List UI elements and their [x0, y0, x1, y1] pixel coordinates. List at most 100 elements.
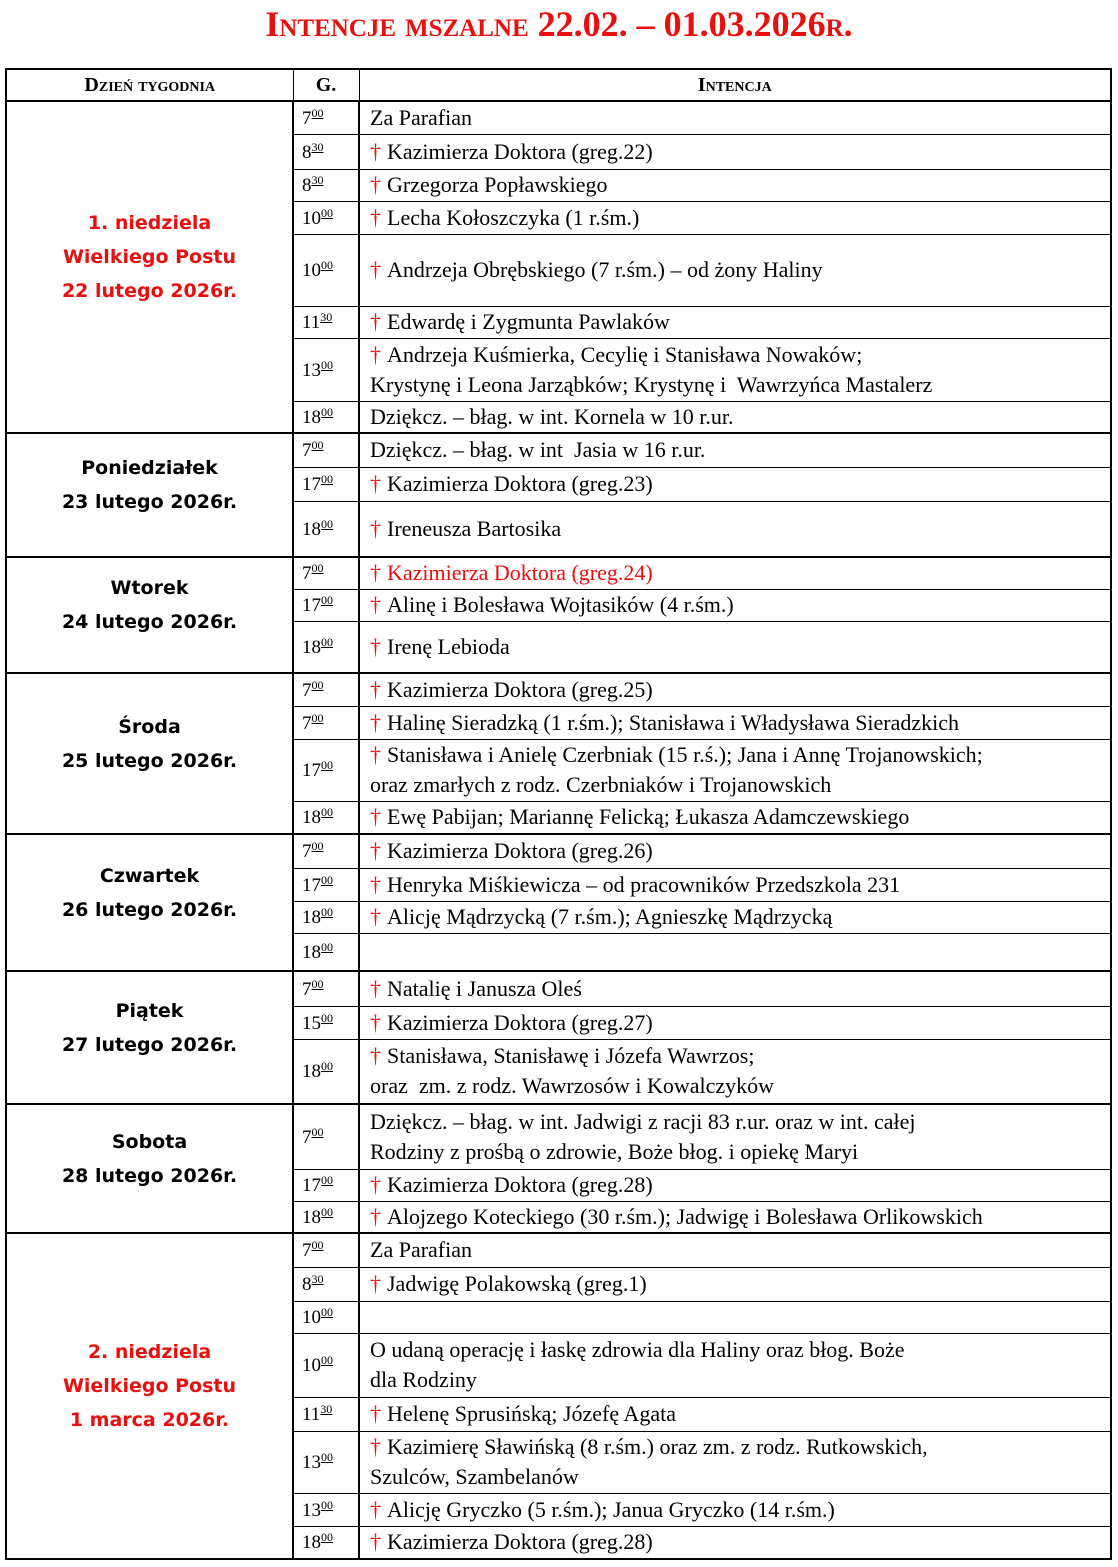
time-cell: 830	[292, 168, 360, 202]
intention-text: Dziękcz. – błag. w int. Kornela w 10 r.u…	[370, 403, 734, 429]
cross: †	[370, 204, 381, 230]
cross: †	[370, 1009, 381, 1035]
hour: 7	[302, 1240, 312, 1262]
hour: 18	[302, 907, 321, 928]
cross: †	[370, 1529, 381, 1555]
time-cell: 1300	[292, 337, 360, 402]
intention-cell: † Grzegorza Popławskiego	[358, 168, 1112, 202]
time-cell: 1000	[292, 1300, 360, 1334]
time-cell: 1800	[292, 1525, 360, 1560]
minutes: 00	[321, 258, 333, 272]
time-cell: 1700	[292, 1168, 360, 1202]
hour: 13	[302, 1452, 321, 1473]
intention-cell: † Natalię i Janusza Oleś	[358, 970, 1112, 1007]
day-label: 22 lutego 2026r.	[61, 280, 238, 302]
header-intention: Intencja	[358, 68, 1112, 102]
time-cell: 1800	[292, 1038, 360, 1105]
hour: 7	[302, 440, 312, 462]
mass-row: 1700 † Alinę i Bolesława Wojtasików (4 r.ś…	[6, 588, 1112, 622]
intention-text: Szulców, Szambelanów	[370, 1464, 579, 1489]
intention-line: † Alojzego Koteckiego (30 r.śm.); Jadwigę…	[370, 1202, 1110, 1232]
cross: †	[370, 633, 381, 659]
mass-row: Środa 25 lutego 2026r. 700 † Kazimierza Dokt…	[5, 672, 1112, 835]
intention-line: dla Rodziny	[370, 1365, 1110, 1395]
intention-text: Kazimierza Doktora (greg.23)	[387, 471, 653, 496]
day-label: Piątek	[115, 999, 184, 1022]
minutes: 00	[311, 1124, 324, 1139]
time-cell: 700	[292, 1103, 360, 1170]
intention-line: † Kazimierza Doktora (greg.22)	[370, 137, 1110, 167]
time-cell: 1500	[292, 1005, 360, 1040]
intention-line: † Andrzeja Obrębskiego (7 r.śm.) – od żon…	[370, 255, 1110, 285]
intention-line: Za Parafian	[370, 103, 1110, 133]
hour: 10	[302, 1307, 321, 1328]
intention-line: † Ewę Pabijan; Mariannę Felicką; Łukasza …	[370, 802, 1110, 832]
hour: 10	[302, 260, 321, 281]
mass-row: Sobota 28 lutego 2026r. 700 Dziękcz. – błag…	[5, 1103, 1112, 1234]
minutes: 00	[321, 634, 333, 649]
cross: †	[370, 1271, 381, 1296]
hour: 18	[302, 518, 321, 540]
hour: 18	[302, 1061, 321, 1083]
intention-line: † Alicję Mądrzycką (7 r.śm.); Agnieszkę M…	[370, 902, 1110, 932]
day-cell: Czwartek 26 lutego 2026r.	[5, 833, 294, 972]
intention-cell: † Halinę Sieradzką (1 r.śm.); Stanisława …	[358, 705, 1112, 740]
hour: 7	[302, 712, 312, 734]
intention-text: Halinę Sieradzką (1 r.śm.); Stanisława i…	[387, 709, 960, 735]
minutes: 00	[311, 677, 324, 692]
time-cell: 1000	[292, 200, 360, 235]
time-cell: 700	[292, 705, 360, 740]
intention-cell: † Kazimierę Sławińską (8 r.śm.) oraz zm. …	[358, 1430, 1112, 1494]
header-row: Dzień tygodnia G. Intencja	[5, 68, 1112, 102]
intention-cell: † Kazimierza Doktora (greg.23)	[358, 466, 1112, 502]
cross: †	[370, 172, 381, 197]
intention-text: Kazimierza Doktora (greg.28)	[387, 1529, 653, 1555]
intention-text: Henryka Miśkiewicza – od pracowników Prz…	[387, 871, 901, 897]
intention-text: Andrzeja Obrębskiego (7 r.śm.) – od żony…	[387, 257, 823, 282]
intention-text: dla Rodziny	[370, 1367, 477, 1392]
intention-cell: † Kazimierza Doktora (greg.25)	[358, 672, 1112, 707]
intention-cell	[358, 932, 1112, 972]
day-label: Wielkiego Postu	[62, 246, 237, 268]
minutes: 00	[311, 1238, 324, 1253]
intention-cell: † Alicję Gryczko (5 r.śm.); Janua Gryczko…	[358, 1492, 1112, 1527]
time-cell: 1300	[292, 1492, 360, 1527]
day-cell: Środa 25 lutego 2026r.	[5, 672, 294, 835]
mass-row: 830 † Kazimierza Doktora (greg.22)	[6, 133, 1112, 170]
cross: †	[370, 804, 381, 830]
mass-row: 1800 † Irenę Lebioda	[6, 620, 1112, 674]
intention-line: oraz zmarłych z rodz. Czerbniaków i Troj…	[370, 770, 1110, 800]
mass-row: 1500 † Kazimierza Doktora (greg.27)	[6, 1005, 1112, 1040]
cross: †	[370, 471, 381, 496]
intention-text: Za Parafian	[370, 104, 472, 130]
intention-text: Natalię i Janusza Oleś	[387, 975, 582, 1001]
mass-row: 1130 † Helenę Sprusińską; Józefę Agata	[6, 1396, 1112, 1432]
time-cell: 830	[292, 1266, 360, 1302]
intention-line: † Jadwigę Polakowską (greg.1)	[370, 1269, 1110, 1299]
intention-text: Lecha Kołoszczyka (1 r.śm.)	[387, 204, 640, 230]
mass-row: 1300 † Andrzeja Kuśmierka, Cecylię i Stani…	[6, 337, 1112, 402]
day-label: Poniedziałek	[81, 457, 218, 479]
mass-row: 1700 † Kazimierza Doktora (greg.28)	[6, 1168, 1112, 1202]
minutes: 00	[321, 205, 333, 220]
intention-text: Stanisława, Stanisławę i Józefa Wawrzos;	[387, 1043, 755, 1069]
intention-text: Alinę i Bolesława Wojtasików (4 r.śm.)	[387, 592, 734, 617]
intention-cell: Za Parafian	[358, 1232, 1112, 1268]
time-cell: 1130	[292, 1396, 360, 1432]
hour: 18	[302, 636, 321, 658]
day-label: Wtorek	[110, 577, 189, 599]
hour: 18	[302, 807, 321, 829]
mass-row: Wtorek 24 lutego 2026r. 700 † Kazimierza Dok…	[5, 556, 1112, 674]
hour: 17	[302, 595, 321, 616]
mass-row: 1800 † Stanisława, Stanisławę i Józefa Waw…	[6, 1038, 1112, 1105]
mass-row: 1000 O udaną operację i łaskę zdrowia dla…	[6, 1332, 1112, 1398]
minutes: 00	[321, 1450, 333, 1464]
day-label: Wielkiego Postu	[62, 1375, 237, 1397]
intention-cell: Za Parafian	[358, 100, 1112, 135]
hour: 7	[302, 1126, 312, 1148]
intention-cell: † Kazimierza Doktora (greg.28)	[358, 1168, 1112, 1202]
header-day: Dzień tygodnia	[5, 68, 294, 102]
minutes: 00	[321, 905, 333, 919]
intention-text: Dziękcz. – błag. w int. Jadwigi z racji …	[370, 1108, 916, 1134]
day-label: Czwartek	[99, 864, 200, 887]
